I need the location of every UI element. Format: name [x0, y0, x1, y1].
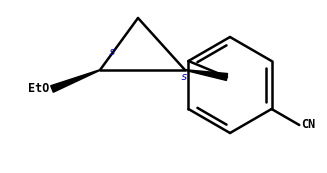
- Polygon shape: [185, 70, 228, 80]
- Text: s: s: [109, 47, 115, 57]
- Polygon shape: [51, 70, 100, 92]
- Text: CN: CN: [301, 119, 316, 131]
- Text: EtO: EtO: [27, 83, 49, 95]
- Text: s: s: [180, 72, 187, 82]
